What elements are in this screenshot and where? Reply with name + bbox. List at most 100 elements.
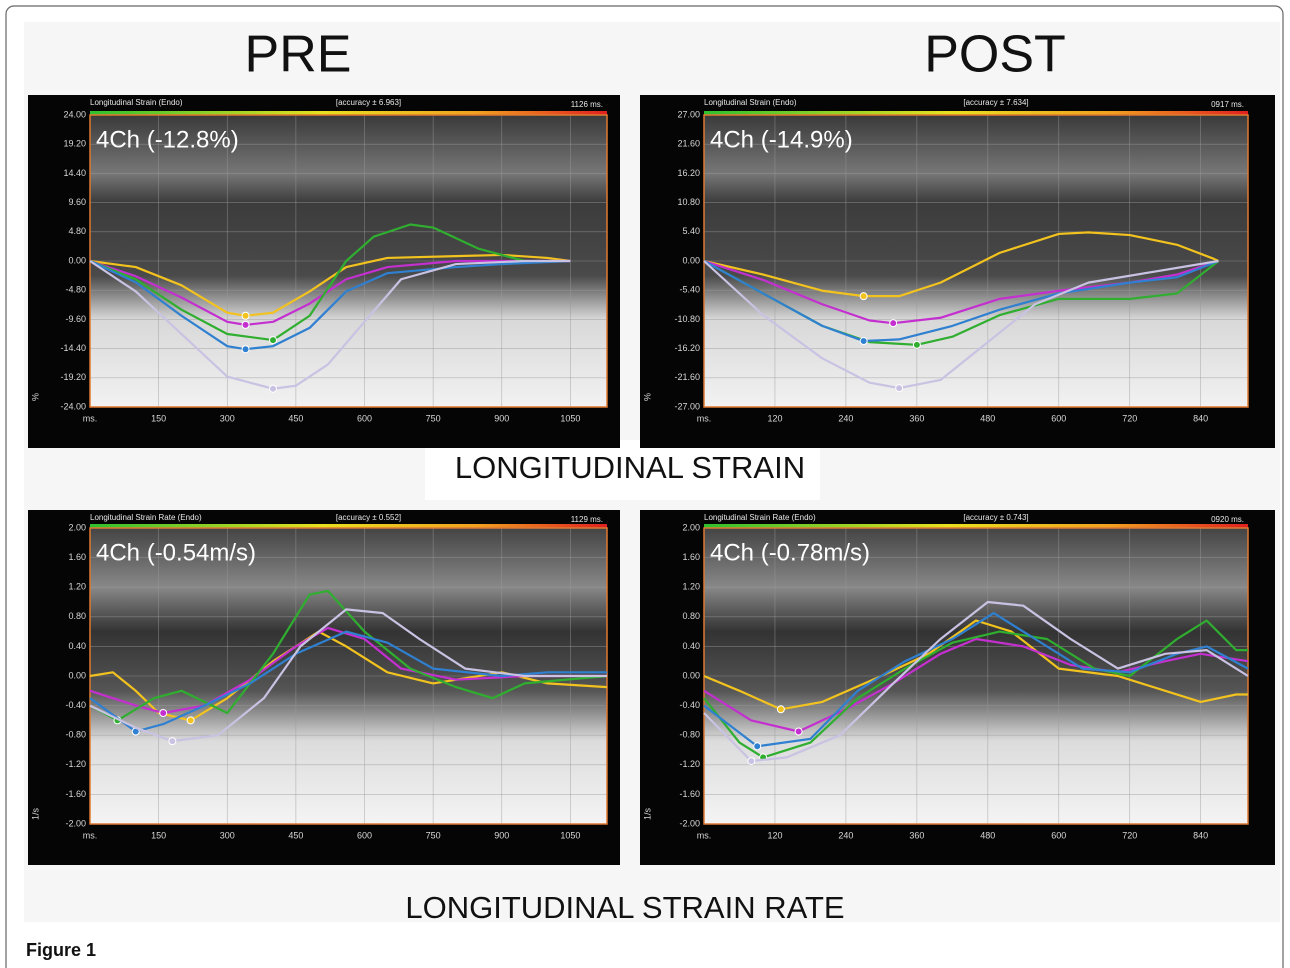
- y-tick-label: 9.60: [68, 197, 86, 207]
- x-tick-label: 840: [1193, 830, 1208, 840]
- figure: PRE POST LONGITUDINAL STRAIN LONGITUDINA…: [0, 0, 1290, 968]
- y-tick-label: -27.00: [674, 401, 700, 411]
- y-tick-label: 10.80: [677, 197, 700, 207]
- x-tick-label: 600: [357, 413, 372, 423]
- annotation: 4Ch (-12.8%): [96, 126, 239, 153]
- x-tick-label: 450: [288, 413, 303, 423]
- y-tick-label: -21.60: [674, 372, 700, 382]
- y-tick-label: 0.00: [682, 670, 700, 680]
- y-axis-label: %: [642, 393, 652, 401]
- annotation: 4Ch (-14.9%): [710, 126, 853, 153]
- annotation: 4Ch (-0.54m/s): [96, 539, 256, 566]
- x-tick-label: 750: [426, 413, 441, 423]
- y-tick-label: 4.80: [68, 226, 86, 236]
- chart-title: Longitudinal Strain (Endo): [704, 98, 797, 107]
- y-tick-label: 2.00: [682, 522, 700, 532]
- y-tick-label: 24.00: [63, 109, 86, 119]
- y-tick-label: -1.20: [65, 759, 86, 769]
- y-tick-label: -0.40: [65, 700, 86, 710]
- duration: 1126 ms.: [571, 100, 603, 109]
- x-tick-label: 600: [1051, 830, 1066, 840]
- y-tick-label: 5.40: [682, 226, 700, 236]
- y-tick-label: 0.40: [682, 641, 700, 651]
- y-tick-label: 0.00: [68, 670, 86, 680]
- y-tick-label: 19.20: [63, 139, 86, 149]
- y-tick-label: -9.60: [65, 314, 86, 324]
- x-tick-label: 120: [767, 413, 782, 423]
- peak-marker: [242, 346, 249, 353]
- figure-label: Figure 1: [26, 940, 96, 960]
- heading: POST: [924, 26, 1066, 84]
- accuracy: [accuracy ± 0.743]: [963, 513, 1028, 522]
- y-axis-label: %: [30, 393, 40, 401]
- y-tick-label: -10.80: [674, 314, 700, 324]
- accuracy: [accuracy ± 0.552]: [336, 513, 401, 522]
- peak-marker: [242, 312, 249, 319]
- annotation: 4Ch (-0.78m/s): [710, 539, 870, 566]
- x-tick-label: 240: [838, 830, 853, 840]
- x-tick-label: 360: [909, 830, 924, 840]
- x-tick-label: 900: [494, 413, 509, 423]
- peak-marker: [913, 341, 920, 348]
- peak-marker: [777, 706, 784, 713]
- y-tick-label: 0.80: [68, 611, 86, 621]
- y-axis-label: 1/s: [30, 808, 40, 821]
- x-tick-label: 360: [909, 413, 924, 423]
- x-tick-label: 480: [980, 830, 995, 840]
- y-tick-label: -1.20: [679, 759, 700, 769]
- x-tick-label: 300: [220, 830, 235, 840]
- y-tick-label: -0.40: [679, 700, 700, 710]
- y-tick-label: 1.20: [68, 582, 86, 592]
- y-tick-label: 1.20: [682, 582, 700, 592]
- x-tick-label: ms.: [83, 830, 98, 840]
- x-tick-label: ms.: [697, 413, 712, 423]
- peak-marker: [160, 710, 167, 717]
- y-tick-label: -1.60: [65, 789, 86, 799]
- y-tick-label: -14.40: [60, 343, 86, 353]
- x-tick-label: 600: [1051, 413, 1066, 423]
- duration: 0917 ms.: [1211, 100, 1244, 109]
- x-tick-label: 120: [767, 830, 782, 840]
- x-tick-label: 480: [980, 413, 995, 423]
- x-tick-label: 720: [1122, 830, 1137, 840]
- y-tick-label: -24.00: [60, 401, 86, 411]
- peak-marker: [860, 293, 867, 300]
- x-tick-label: 300: [220, 413, 235, 423]
- y-tick-label: 0.00: [68, 255, 86, 265]
- x-tick-label: 450: [288, 830, 303, 840]
- y-axis-label: 1/s: [642, 808, 652, 821]
- y-tick-label: -5.40: [679, 285, 700, 295]
- chart-title: Longitudinal Strain Rate (Endo): [704, 513, 816, 522]
- accuracy: [accuracy ± 7.634]: [963, 98, 1028, 107]
- y-tick-label: -4.80: [65, 285, 86, 295]
- y-tick-label: 0.40: [68, 641, 86, 651]
- y-tick-label: -16.20: [674, 343, 700, 353]
- y-tick-label: 0.80: [682, 611, 700, 621]
- chart-title: Longitudinal Strain (Endo): [90, 98, 183, 107]
- peak-marker: [242, 321, 249, 328]
- x-tick-label: 720: [1122, 413, 1137, 423]
- y-tick-label: 21.60: [677, 139, 700, 149]
- y-tick-label: 0.00: [682, 255, 700, 265]
- x-tick-label: ms.: [83, 413, 98, 423]
- peak-marker: [270, 337, 277, 344]
- x-tick-label: 840: [1193, 413, 1208, 423]
- y-tick-label: 16.20: [677, 168, 700, 178]
- x-tick-label: 150: [151, 830, 166, 840]
- peak-marker: [270, 385, 277, 392]
- duration: 1129 ms.: [571, 515, 603, 524]
- y-tick-label: -2.00: [65, 818, 86, 828]
- y-tick-label: 2.00: [68, 522, 86, 532]
- x-tick-label: 900: [494, 830, 509, 840]
- peak-marker: [890, 320, 897, 327]
- x-tick-label: 1050: [560, 413, 580, 423]
- y-tick-label: -2.00: [679, 818, 700, 828]
- y-tick-label: -0.80: [65, 730, 86, 740]
- peak-marker: [169, 738, 176, 745]
- caption: LONGITUDINAL STRAIN: [455, 450, 805, 485]
- x-tick-label: 600: [357, 830, 372, 840]
- y-tick-label: -19.20: [60, 372, 86, 382]
- heading: PRE: [245, 26, 352, 84]
- peak-marker: [187, 717, 194, 724]
- peak-marker: [754, 743, 761, 750]
